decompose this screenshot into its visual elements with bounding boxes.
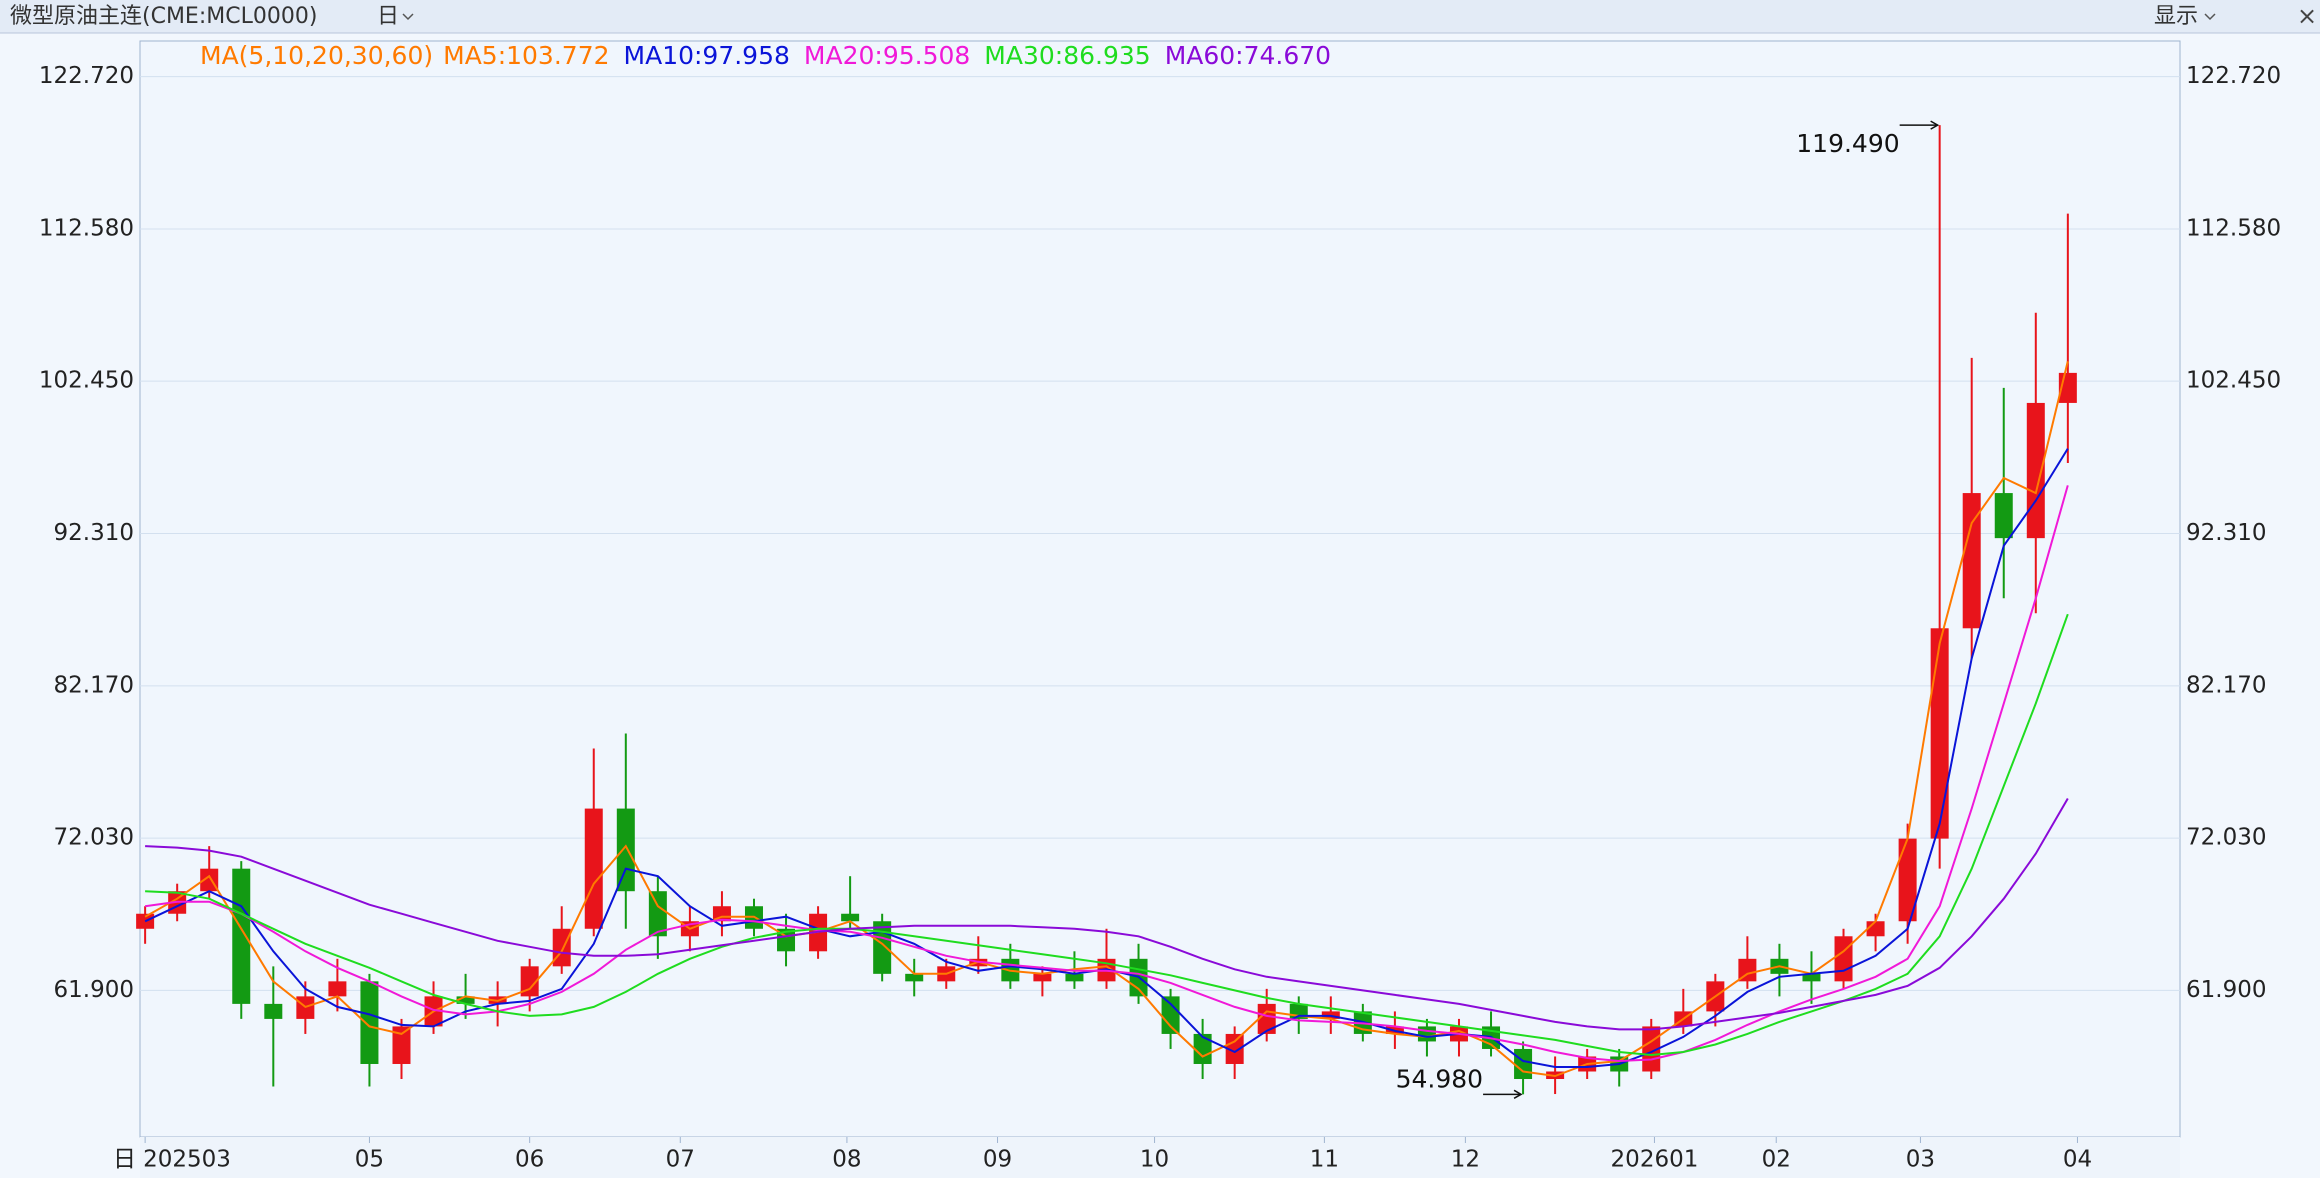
y-tick-label: 122.720: [39, 63, 134, 89]
candle-body: [841, 913, 860, 922]
y-tick-label: 92.310: [54, 520, 134, 546]
candle-body: [1834, 936, 1853, 982]
candle-body: [392, 1026, 411, 1064]
candle-body: [1802, 973, 1821, 982]
y-tick-label: 82.170: [54, 672, 134, 698]
candle-body: [2026, 402, 2045, 539]
arrow-head: [1513, 1089, 1523, 1099]
ma-line: [144, 448, 2069, 1068]
candle-body: [648, 891, 667, 937]
candle-body: [1417, 1026, 1436, 1042]
candle-body: [1962, 493, 1981, 629]
x-tick-label: 202601: [1611, 1147, 1699, 1173]
candle-body: [1257, 1003, 1276, 1034]
symbol-title: 微型原油主连(CME:MCL0000): [10, 4, 317, 29]
x-tick-label: 11: [1310, 1147, 1339, 1173]
dropdown-icon[interactable]: [2204, 13, 2216, 21]
x-tick-label: 05: [355, 1147, 384, 1173]
y-tick-label-right: 72.030: [2186, 825, 2266, 851]
dropdown-icon[interactable]: [402, 13, 414, 21]
candle-body: [1161, 996, 1180, 1034]
y-tick-label: 112.580: [39, 215, 134, 241]
candle-body: [232, 868, 251, 1004]
x-tick-label: 10: [1140, 1147, 1169, 1173]
annotation-label: 54.980: [1396, 1064, 1483, 1093]
annotation: 119.490: [1796, 120, 1940, 158]
ma-line: [145, 613, 2069, 1057]
toolbar: [0, 0, 2320, 33]
candle-body: [616, 808, 635, 892]
y-tick-label-right: 122.720: [2186, 63, 2281, 89]
candle-body: [1866, 921, 1885, 937]
legend-entry: MA5:103.772: [443, 41, 609, 70]
y-tick-label-right: 61.900: [2186, 977, 2266, 1003]
candle-body: [1738, 958, 1757, 982]
legend-entry: MA60:74.670: [1165, 41, 1331, 70]
x-tick-label: 202503: [143, 1147, 231, 1173]
close-button[interactable]: ×: [2297, 2, 2317, 30]
x-tick-label: 09: [983, 1147, 1012, 1173]
period-label: 日: [113, 1147, 136, 1173]
candle-body: [1193, 1033, 1212, 1064]
candle-body: [520, 966, 539, 997]
legend-entry: MA20:95.508: [804, 41, 970, 70]
candle-body: [200, 868, 219, 892]
x-tick-label: 07: [666, 1147, 695, 1173]
ma-line: [144, 485, 2069, 1063]
candle-body: [1033, 973, 1052, 982]
candle-body: [905, 973, 924, 982]
y-tick-label: 72.030: [54, 825, 134, 851]
candle-body: [1994, 493, 2013, 539]
y-tick-label-right: 112.580: [2186, 215, 2281, 241]
x-tick-label: 04: [2063, 1147, 2092, 1173]
legend-title: MA(5,10,20,30,60): [200, 41, 433, 70]
x-tick-label: 03: [1906, 1147, 1935, 1173]
x-tick-label: 12: [1451, 1147, 1480, 1173]
annotation-label: 119.490: [1796, 129, 1899, 158]
y-tick-label-right: 92.310: [2186, 520, 2266, 546]
candle-body: [1065, 973, 1084, 982]
x-tick-label: 06: [515, 1147, 544, 1173]
candle-body: [1225, 1033, 1244, 1064]
candle-body: [552, 928, 571, 967]
y-tick-label: 102.450: [39, 368, 134, 394]
x-tick-label: 02: [1762, 1147, 1791, 1173]
y-tick-label: 61.900: [54, 977, 134, 1003]
legend-entry: MA30:86.935: [984, 41, 1150, 70]
legend-entry: MA10:97.958: [624, 41, 790, 70]
candle-body: [1514, 1048, 1533, 1080]
display-menu[interactable]: 显示: [2154, 4, 2198, 29]
arrow-head: [1930, 120, 1940, 130]
candle-body: [456, 996, 475, 1004]
x-tick-label: 08: [832, 1147, 861, 1173]
x-axis-area: [140, 1137, 2180, 1178]
ma-line: [144, 361, 2069, 1078]
period-selector[interactable]: 日: [377, 4, 399, 29]
candle-body: [873, 921, 892, 974]
y-tick-label-right: 82.170: [2186, 672, 2266, 698]
annotation: 54.980: [1396, 1064, 1523, 1099]
candle-body: [264, 1003, 283, 1019]
candle-body: [360, 981, 379, 1064]
candle-body: [584, 808, 603, 929]
candle-body: [328, 981, 347, 997]
candle-body: [1898, 838, 1917, 922]
y-tick-label-right: 102.450: [2186, 368, 2281, 394]
ma-line: [145, 797, 2069, 1031]
candle-body: [1930, 628, 1949, 839]
